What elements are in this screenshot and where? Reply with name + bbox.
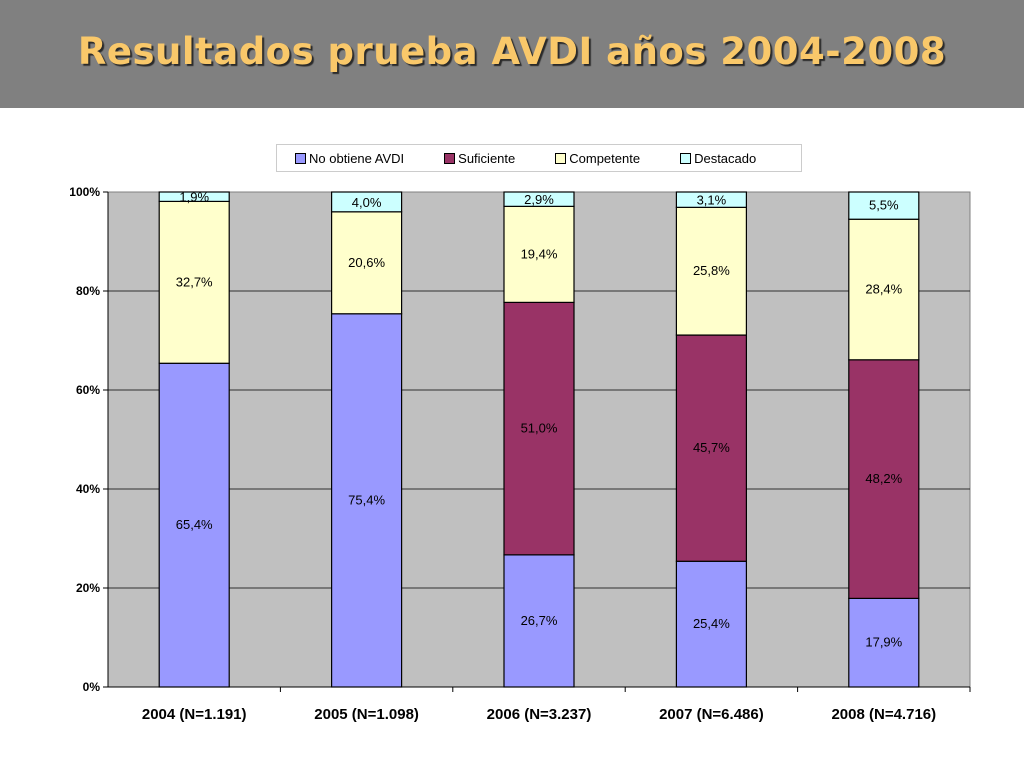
data-label: 32,7% — [176, 274, 213, 289]
x-tick-label: 2004 (N=1.191) — [142, 706, 247, 723]
bar-segment — [503, 205, 575, 303]
data-label: 75,4% — [348, 492, 385, 507]
data-label: 25,4% — [693, 616, 730, 631]
bar-segment — [331, 211, 403, 315]
title-bar — [0, 0, 1024, 108]
y-tick-label: 80% — [76, 284, 100, 298]
data-label: 19,4% — [521, 246, 558, 261]
legend-label: Suficiente — [458, 150, 516, 166]
data-label: 65,4% — [176, 517, 213, 532]
bar-segment — [848, 218, 920, 361]
legend-swatch — [680, 152, 692, 164]
y-tick-label: 60% — [76, 383, 100, 397]
y-tick-label: 20% — [76, 581, 100, 595]
bar-segment — [331, 191, 403, 213]
y-tick-label: 0% — [83, 680, 101, 694]
data-label: 26,7% — [521, 613, 558, 628]
data-label: 4,0% — [352, 195, 382, 210]
legend-item: Competente — [555, 151, 640, 166]
data-label: 17,9% — [865, 635, 902, 650]
data-label: 20,6% — [348, 255, 385, 270]
bar-segment — [503, 301, 575, 556]
chart-title: Resultados prueba AVDI años 2004-2008 — [77, 30, 947, 73]
bar-segment — [503, 554, 575, 688]
data-label: 2,9% — [524, 192, 554, 207]
data-label: 1,9% — [179, 190, 209, 205]
legend-label: No obtiene AVDI — [309, 150, 405, 166]
x-tick-label: 2008 (N=4.716) — [831, 706, 936, 723]
x-tick-label: 2006 (N=3.237) — [487, 706, 592, 723]
data-label: 3,1% — [697, 193, 727, 208]
legend-item: Destacado — [680, 151, 756, 166]
data-label: 25,8% — [693, 263, 730, 278]
bar-segment — [675, 334, 748, 562]
bar-segment — [675, 191, 748, 208]
bar-segment — [503, 191, 575, 207]
data-label: 45,7% — [693, 440, 730, 455]
legend-swatch — [444, 152, 456, 164]
bar-segment — [848, 359, 920, 599]
bar-segment — [675, 560, 748, 688]
data-label: 28,4% — [865, 282, 902, 297]
legend: No obtiene AVDI Suficiente Competente Desta… — [276, 144, 802, 172]
legend-swatch — [555, 152, 567, 164]
legend-label: Destacado — [694, 150, 757, 166]
data-label: 51,0% — [521, 421, 558, 436]
data-label: 5,5% — [869, 198, 899, 213]
legend-item: Suficiente — [444, 151, 515, 166]
bar-segment — [848, 191, 920, 220]
legend-item: No obtiene AVDI — [295, 151, 404, 166]
data-label: 48,2% — [865, 471, 902, 486]
bar-segment — [158, 200, 230, 364]
bar-segment — [675, 206, 748, 336]
legend-label: Competente — [569, 150, 641, 166]
y-tick-label: 100% — [69, 185, 100, 199]
bar-segment — [158, 191, 230, 203]
x-tick-label: 2007 (N=6.486) — [659, 706, 764, 723]
y-tick-label: 40% — [76, 482, 100, 496]
x-tick-label: 2005 (N=1.098) — [314, 706, 419, 723]
legend-swatch — [295, 152, 306, 164]
